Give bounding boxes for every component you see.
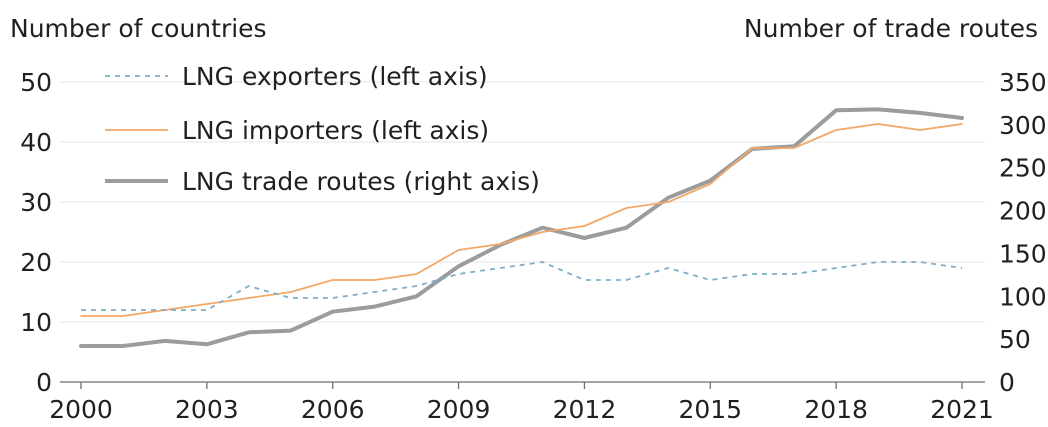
series-line-lng-exporters xyxy=(81,261,963,311)
left-y-tick-label: 0 xyxy=(36,368,52,397)
right-y-tick-label: 250 xyxy=(999,154,1047,183)
x-tick-label: 2006 xyxy=(301,395,365,424)
x-tick-label: 2012 xyxy=(553,395,617,424)
left-axis-title: Number of countries xyxy=(10,14,267,43)
left-y-tick-label: 20 xyxy=(20,248,52,277)
right-y-tick-label: 0 xyxy=(999,368,1015,397)
right-y-tick-label: 100 xyxy=(999,282,1047,311)
right-y-tick-label: 150 xyxy=(999,239,1047,268)
x-tick-label: 2018 xyxy=(804,395,868,424)
right-y-tick-label: 200 xyxy=(999,197,1047,226)
left-y-tick-label: 50 xyxy=(20,68,52,97)
left-y-tick-label: 40 xyxy=(20,128,52,157)
legend-label: LNG trade routes (right axis) xyxy=(182,167,540,196)
x-tick-label: 2015 xyxy=(678,395,742,424)
legend-label: LNG exporters (left axis) xyxy=(182,62,488,91)
series-line-lng-trade-routes xyxy=(79,107,964,348)
x-tick-label: 2009 xyxy=(427,395,491,424)
data-series xyxy=(79,107,964,348)
right-y-tick-label: 350 xyxy=(999,68,1047,97)
legend: LNG exporters (left axis) LNG importers (… xyxy=(105,62,540,196)
tick-labels: 0 10 20 30 40 50 0 50 100 150 200 250 300 350 2000 2003… xyxy=(20,68,1047,424)
right-y-tick-label: 300 xyxy=(999,111,1047,140)
legend-label: LNG importers (left axis) xyxy=(182,116,489,145)
gridlines xyxy=(60,81,985,389)
x-tick-label: 2000 xyxy=(49,395,113,424)
left-y-tick-label: 30 xyxy=(20,188,52,217)
right-axis-title: Number of trade routes xyxy=(743,14,1038,43)
x-tick-label: 2003 xyxy=(175,395,239,424)
left-y-tick-label: 10 xyxy=(20,308,52,337)
right-y-tick-label: 50 xyxy=(999,325,1031,354)
series-line-lng-importers xyxy=(80,123,963,317)
x-tick-label: 2021 xyxy=(930,395,994,424)
